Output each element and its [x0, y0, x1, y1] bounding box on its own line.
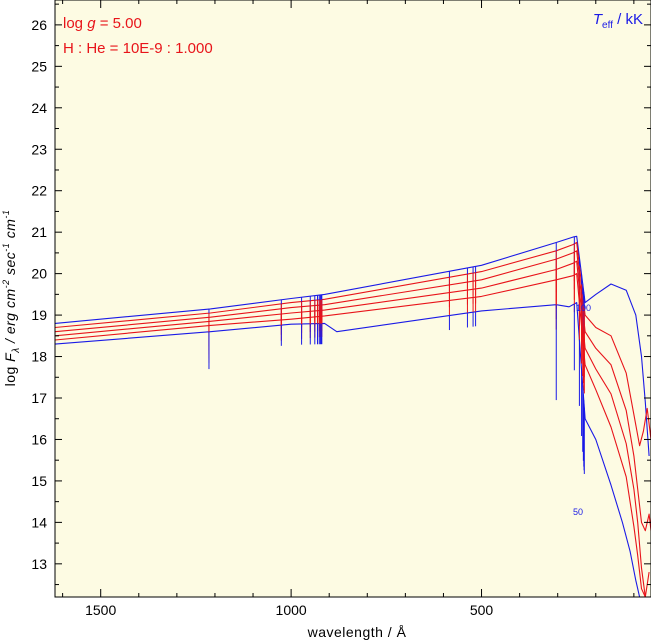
- y-axis-title: log Fλ / erg cm-2 sec-1 cm-1: [1, 210, 22, 387]
- plot-area: [55, 0, 651, 597]
- x-axis: 1500 1000 500: [62, 0, 635, 618]
- series-line-60kK: [55, 273, 646, 597]
- x-tick-label: 1500: [85, 602, 116, 618]
- y-tick-label: 15: [31, 473, 47, 489]
- x-tick-label: 1000: [276, 602, 307, 618]
- teff-legend: Teff / kK: [593, 11, 643, 31]
- y-tick-label: 21: [31, 224, 47, 240]
- absorption-lines-group: [208, 236, 585, 474]
- composition-annotation: H : He = 10E-9 : 1.000: [63, 40, 213, 57]
- curve-label-100: 100: [576, 303, 591, 313]
- x-tick-label: 500: [470, 602, 494, 618]
- plot-frame: [54, 0, 651, 598]
- y-axis: 13 14 15 16 17 18 19 20 21 22 23 24 25 26: [31, 3, 651, 586]
- y-tick-label: 17: [31, 390, 47, 406]
- y-tick-label: 18: [31, 349, 47, 365]
- y-tick-label: 20: [31, 266, 47, 282]
- x-axis-title: wavelength / Å: [307, 624, 407, 640]
- y-tick-label: 16: [31, 431, 47, 447]
- logg-annotation: log g = 5.00: [63, 15, 142, 32]
- series-line-90kK: [55, 241, 651, 447]
- curve-label-50: 50: [573, 507, 583, 517]
- y-tick-label: 14: [31, 514, 47, 530]
- y-tick-label: 23: [31, 141, 47, 157]
- y-tick-label: 26: [31, 17, 47, 33]
- y-tick-label: 19: [31, 307, 47, 323]
- series-line-50kK: [55, 302, 641, 597]
- series-line-70kK: [55, 260, 650, 597]
- y-tick-label: 25: [31, 58, 47, 74]
- series-line-100kK: [55, 235, 650, 457]
- y-tick-label: 13: [31, 556, 47, 572]
- y-tick-label: 22: [31, 183, 47, 199]
- y-tick-label: 24: [31, 100, 47, 116]
